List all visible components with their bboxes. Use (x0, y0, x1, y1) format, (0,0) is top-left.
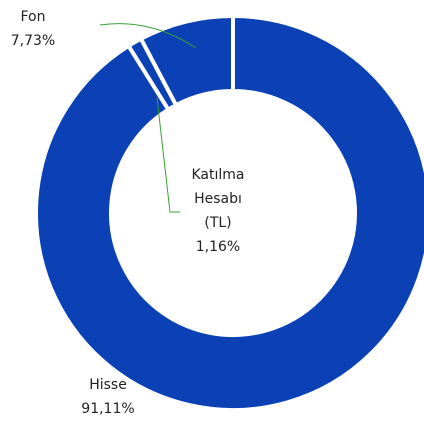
donut (34, 13, 424, 412)
value-label: 7,73% (11, 33, 55, 49)
category-label: Fon (21, 9, 46, 25)
donut-segment (138, 13, 235, 108)
donut-segment (34, 13, 424, 412)
value-label: 91,11% (81, 401, 134, 417)
leader-line (99, 23, 197, 49)
value-label: 1,16% (196, 239, 240, 255)
leader-line (156, 97, 180, 213)
category-label: Katılma Hesabı (TL) (192, 167, 245, 231)
category-label: Hisse (89, 377, 127, 393)
